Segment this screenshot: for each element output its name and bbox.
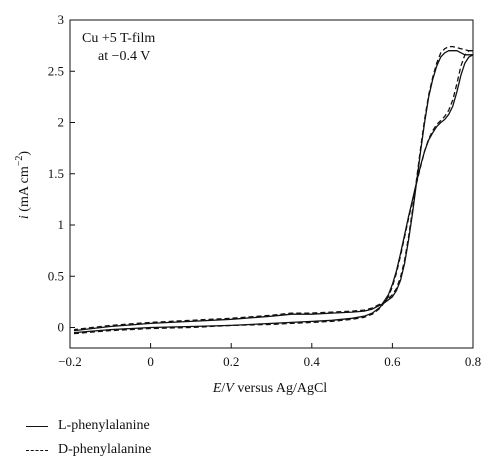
y-tick-label: 0: [58, 320, 65, 335]
x-tick-label: −0.2: [58, 354, 82, 369]
y-axis-ticks: 0 0.5 1 1.5 2 2.5 3: [48, 12, 75, 335]
x-tick-label: 0.6: [384, 354, 401, 369]
annotation-line-1: Cu +5 T-film: [82, 31, 155, 46]
legend: L-phenylalanine D-phenylalanine: [26, 414, 326, 462]
x-tick-label: 0.2: [223, 354, 239, 369]
legend-item-l-phenylalanine: L-phenylalanine: [26, 414, 326, 438]
x-tick-label: 0: [147, 354, 154, 369]
y-tick-label: 2.5: [48, 63, 64, 78]
annotation-line-2: at −0.4 V: [98, 49, 150, 64]
y-tick-label: 2: [58, 115, 65, 130]
y-tick-label: 0.5: [48, 268, 64, 283]
y-tick-label: 3: [58, 12, 65, 27]
x-tick-label: 0.8: [465, 354, 481, 369]
legend-label: L-phenylalanine: [58, 418, 150, 433]
y-tick-label: 1.5: [48, 166, 64, 181]
legend-dashed-line-swatch: [26, 449, 48, 451]
y-axis-label: i (mA cm−2): [14, 151, 32, 220]
series-line-d-phenylalanine: [73, 45, 474, 335]
legend-solid-line-swatch: [26, 425, 48, 427]
plot-frame: [69, 19, 474, 349]
legend-item-d-phenylalanine: D-phenylalanine: [26, 438, 326, 462]
y-tick-label: 1: [58, 217, 65, 232]
x-axis-label: E/V versus Ag/AgCl: [212, 381, 327, 396]
legend-label: D-phenylalanine: [58, 442, 152, 457]
series-layer: [73, 45, 474, 335]
x-axis-ticks: −0.2 0 0.2 0.4 0.6 0.8: [58, 343, 481, 369]
x-tick-label: 0.4: [304, 354, 321, 369]
series-line-l-phenylalanine: [73, 50, 474, 334]
